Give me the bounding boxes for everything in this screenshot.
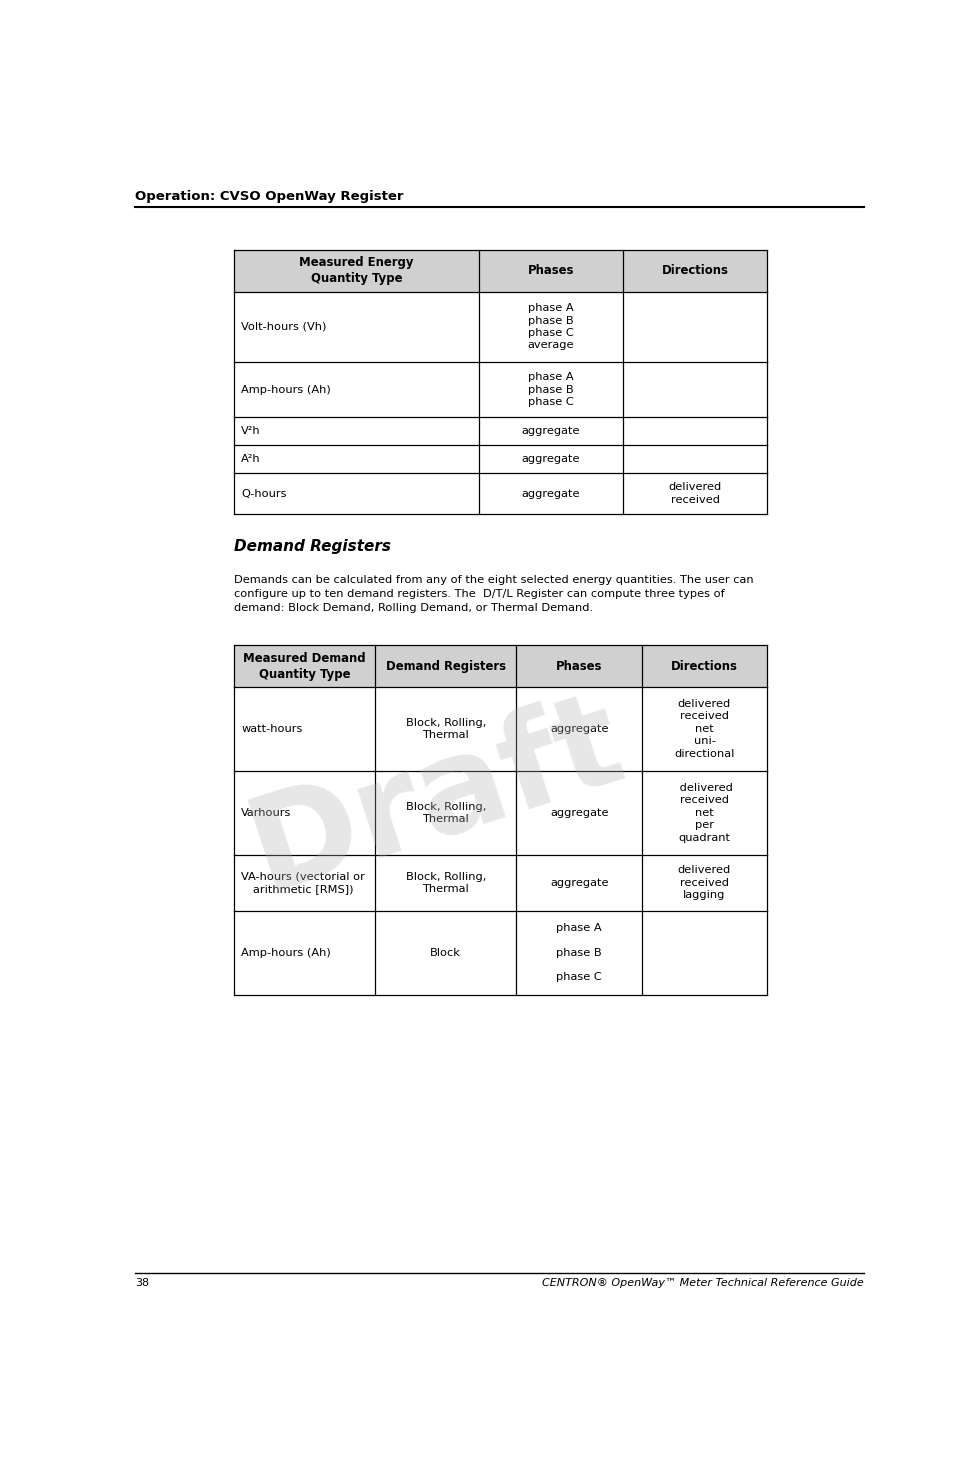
Text: VA-hours (vectorial or
arithmetic [RMS]): VA-hours (vectorial or arithmetic [RMS]): [241, 871, 366, 895]
Text: CENTRON® OpenWay™ Meter Technical Reference Guide: CENTRON® OpenWay™ Meter Technical Refere…: [542, 1278, 864, 1288]
Bar: [234, 291, 767, 362]
Text: Block: Block: [430, 947, 461, 957]
Bar: [234, 772, 767, 855]
Text: aggregate: aggregate: [550, 878, 608, 887]
Text: Measured Energy
Quantity Type: Measured Energy Quantity Type: [299, 256, 413, 285]
Text: delivered
received
lagging: delivered received lagging: [678, 865, 731, 900]
Text: phase A

phase B

phase C: phase A phase B phase C: [557, 922, 602, 982]
Text: Amp-hours (Ah): Amp-hours (Ah): [241, 385, 332, 395]
Text: V²h: V²h: [241, 426, 261, 436]
Bar: [234, 445, 767, 473]
Text: delivered
received
net
uni-
directional: delivered received net uni- directional: [675, 700, 735, 758]
Text: Measured Demand
Quantity Type: Measured Demand Quantity Type: [243, 651, 366, 681]
Text: Phases: Phases: [527, 265, 574, 278]
Bar: [234, 250, 767, 291]
Text: Varhours: Varhours: [241, 808, 292, 818]
Text: delivered
received: delivered received: [669, 482, 722, 505]
Text: Volt-hours (Vh): Volt-hours (Vh): [241, 322, 327, 332]
Text: Draft: Draft: [234, 678, 639, 916]
Text: aggregate: aggregate: [522, 426, 580, 436]
Text: Block, Rolling,
Thermal: Block, Rolling, Thermal: [406, 802, 486, 824]
Bar: [234, 417, 767, 445]
Text: phase A
phase B
phase C
average: phase A phase B phase C average: [527, 303, 574, 350]
Text: aggregate: aggregate: [550, 808, 608, 818]
Text: delivered
received
net
per
quadrant: delivered received net per quadrant: [676, 783, 733, 843]
Text: A²h: A²h: [241, 454, 261, 464]
Text: aggregate: aggregate: [550, 723, 608, 733]
Text: Block, Rolling,
Thermal: Block, Rolling, Thermal: [406, 871, 486, 895]
Text: watt-hours: watt-hours: [241, 723, 302, 733]
Text: aggregate: aggregate: [522, 489, 580, 499]
Text: Directions: Directions: [671, 660, 738, 672]
Text: phase A
phase B
phase C: phase A phase B phase C: [528, 372, 574, 407]
Bar: [234, 646, 767, 687]
Bar: [234, 473, 767, 514]
Text: Phases: Phases: [556, 660, 603, 672]
Bar: [234, 362, 767, 417]
Text: Directions: Directions: [662, 265, 728, 278]
Text: Block, Rolling,
Thermal: Block, Rolling, Thermal: [406, 717, 486, 741]
Text: 38: 38: [136, 1278, 149, 1288]
Bar: [234, 911, 767, 994]
Text: Demand Registers: Demand Registers: [386, 660, 506, 672]
Bar: [234, 687, 767, 772]
Bar: [234, 855, 767, 911]
Text: Demands can be calculated from any of the eight selected energy quantities. The : Demands can be calculated from any of th…: [234, 575, 754, 612]
Text: Amp-hours (Ah): Amp-hours (Ah): [241, 947, 332, 957]
Text: Demand Registers: Demand Registers: [234, 539, 391, 555]
Text: Operation: CVSO OpenWay Register: Operation: CVSO OpenWay Register: [136, 190, 404, 202]
Text: Q-hours: Q-hours: [241, 489, 287, 499]
Text: aggregate: aggregate: [522, 454, 580, 464]
